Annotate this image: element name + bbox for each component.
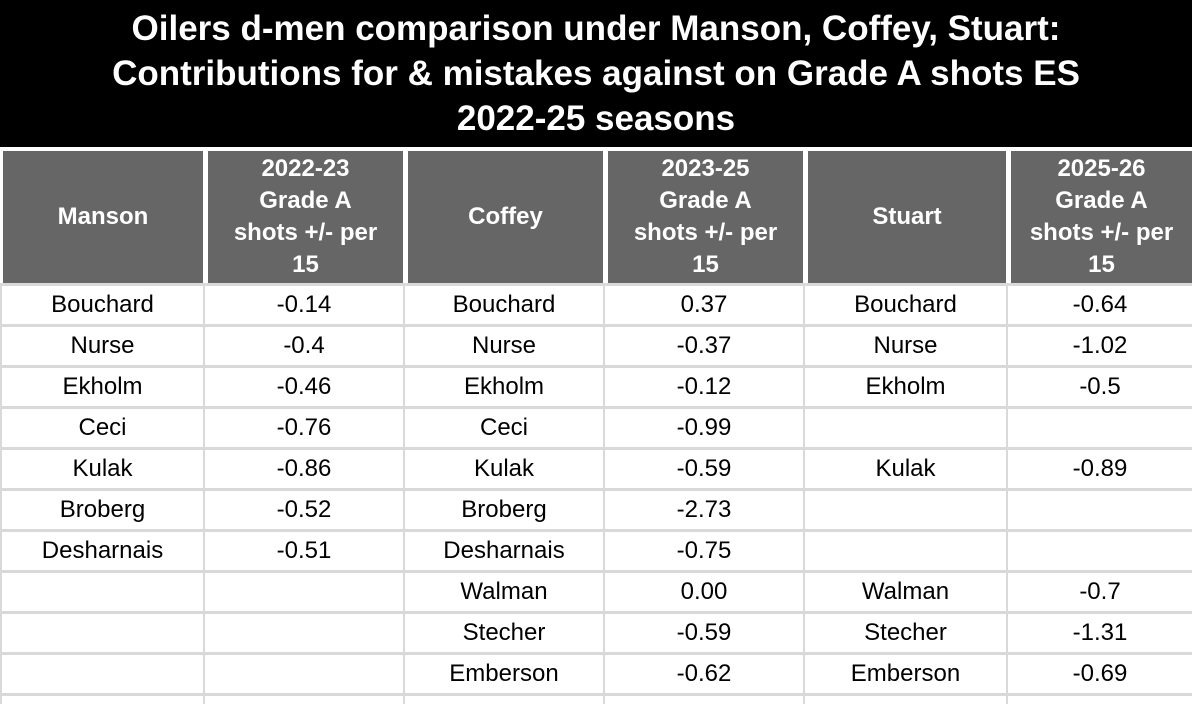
value-cell: -0.7 [1006,570,1192,614]
table-row: Desharnais -0.51 Desharnais -0.75 [0,529,1192,573]
value-cell: -0.14 [203,283,405,327]
value-cell: -1.31 [1006,611,1192,655]
player-cell: Stecher [803,611,1008,655]
page-title: Oilers d-men comparison under Manson, Co… [112,9,1080,138]
player-cell: Bouchard [403,283,605,327]
value-cell: -0.52 [203,488,405,532]
player-cell: Kulak [403,447,605,491]
value-cell [203,611,405,655]
player-cell [0,693,205,704]
player-cell [0,570,205,614]
table-row: Walman 0.00 Walman -0.7 [0,570,1192,614]
column-header-coffey: Coffey [403,151,603,283]
value-cell [203,570,405,614]
player-cell [803,693,1008,704]
player-cell: Broberg [0,488,205,532]
player-cell: Bouchard [803,283,1008,327]
player-cell: Stecher [403,611,605,655]
column-header-2023-25-stat: 2023-25 Grade A shots +/- per 15 [603,151,803,283]
value-cell: -0.12 [603,365,805,409]
value-cell: -0.75 [603,529,805,573]
player-cell: Emberson [403,652,605,696]
stats-table: Bouchard -0.14 Bouchard 0.37 Bouchard -0… [0,283,1192,704]
table-row: Emberson -0.62 Emberson -0.69 [0,652,1192,696]
value-cell: -0.86 [203,447,405,491]
value-cell: -0.5 [1006,365,1192,409]
table-row [0,693,1192,704]
player-cell: Bouchard [0,283,205,327]
player-cell [403,693,605,704]
value-cell [1006,488,1192,532]
value-cell: -0.69 [1006,652,1192,696]
player-cell: Ceci [403,406,605,450]
table-row: Stecher -0.59 Stecher -1.31 [0,611,1192,655]
player-cell [803,529,1008,573]
value-cell: -0.89 [1006,447,1192,491]
table-row: Bouchard -0.14 Bouchard 0.37 Bouchard -0… [0,283,1192,327]
value-cell: -0.46 [203,365,405,409]
value-cell: -0.64 [1006,283,1192,327]
player-cell: Ekholm [803,365,1008,409]
player-cell: Nurse [0,324,205,368]
player-cell: Ekholm [403,365,605,409]
player-cell [803,406,1008,450]
player-cell [0,652,205,696]
column-header-2022-23-stat: 2022-23 Grade A shots +/- per 15 [203,151,403,283]
value-cell: -0.59 [603,611,805,655]
player-cell: Kulak [0,447,205,491]
value-cell [203,652,405,696]
value-cell: -0.99 [603,406,805,450]
player-cell: Nurse [403,324,605,368]
value-cell: -0.59 [603,447,805,491]
player-cell: Walman [803,570,1008,614]
value-cell: -0.62 [603,652,805,696]
value-cell: -0.37 [603,324,805,368]
player-cell: Emberson [803,652,1008,696]
value-cell: -1.02 [1006,324,1192,368]
player-cell: Desharnais [0,529,205,573]
table-header-row: Manson 2022-23 Grade A shots +/- per 15 … [0,151,1192,283]
player-cell [0,611,205,655]
table-row: Kulak -0.86 Kulak -0.59 Kulak -0.89 [0,447,1192,491]
table-row: Nurse -0.4 Nurse -0.37 Nurse -1.02 [0,324,1192,368]
value-cell [603,693,805,704]
column-header-manson: Manson [0,151,203,283]
player-cell: Kulak [803,447,1008,491]
player-cell: Desharnais [403,529,605,573]
player-cell: Ceci [0,406,205,450]
value-cell [1006,529,1192,573]
player-cell: Ekholm [0,365,205,409]
value-cell [1006,693,1192,704]
player-cell [803,488,1008,532]
table-row: Ekholm -0.46 Ekholm -0.12 Ekholm -0.5 [0,365,1192,409]
value-cell: -0.76 [203,406,405,450]
value-cell [1006,406,1192,450]
title-banner: Oilers d-men comparison under Manson, Co… [0,0,1192,147]
player-cell: Walman [403,570,605,614]
player-cell: Nurse [803,324,1008,368]
table-row: Ceci -0.76 Ceci -0.99 [0,406,1192,450]
value-cell: -2.73 [603,488,805,532]
table-row: Broberg -0.52 Broberg -2.73 [0,488,1192,532]
player-cell: Broberg [403,488,605,532]
value-cell: 0.37 [603,283,805,327]
value-cell [203,693,405,704]
value-cell: -0.4 [203,324,405,368]
column-header-stuart: Stuart [803,151,1006,283]
column-header-2025-26-stat: 2025-26 Grade A shots +/- per 15 [1006,151,1192,283]
value-cell: -0.51 [203,529,405,573]
value-cell: 0.00 [603,570,805,614]
